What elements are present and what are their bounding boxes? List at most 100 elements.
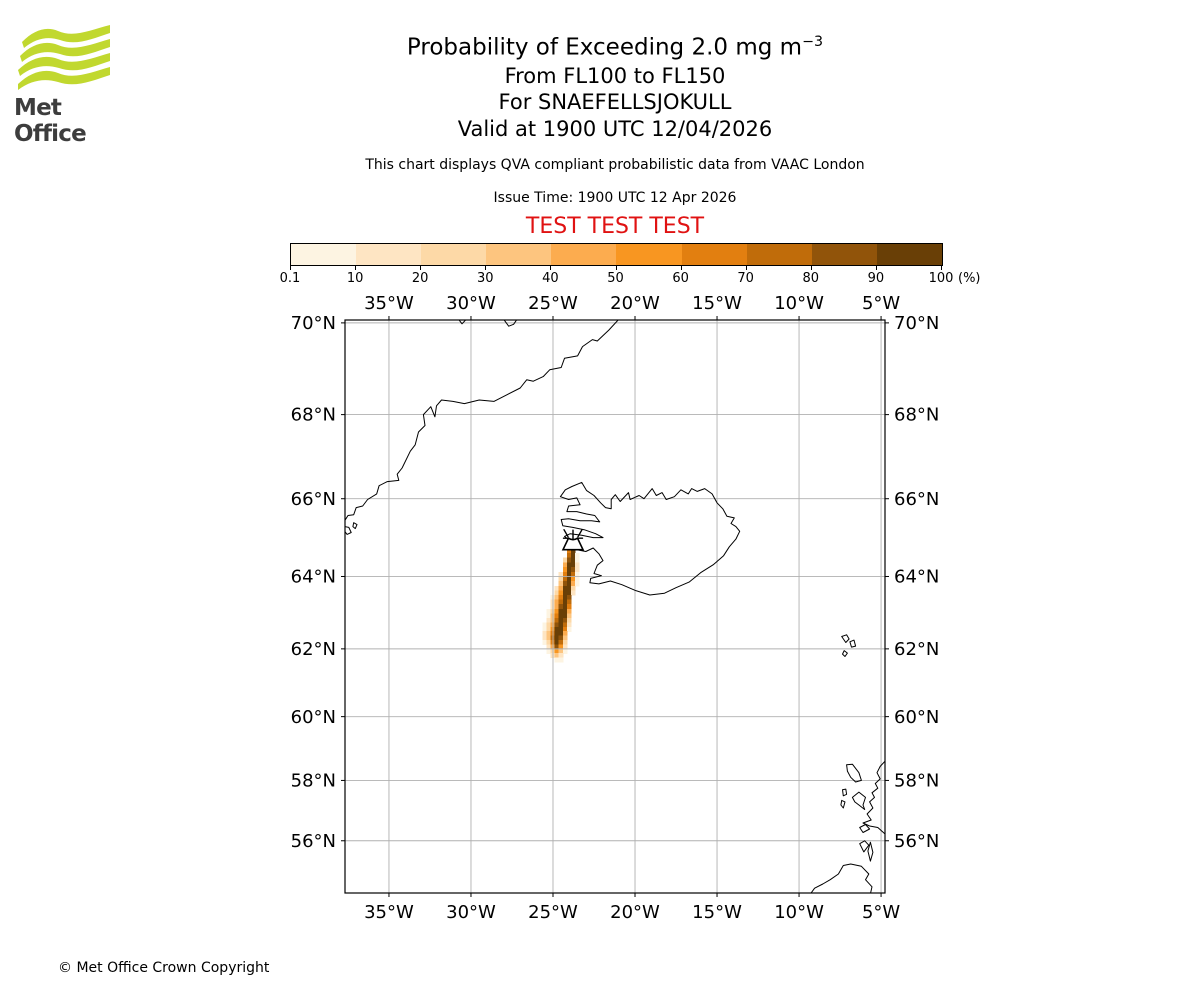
met-office-logo-text: Met Office [14, 95, 87, 147]
colorbar-segment [616, 244, 682, 265]
plume-cell [562, 585, 568, 591]
plume-cell [571, 571, 576, 577]
plume-cell [554, 626, 560, 632]
plume-cell [546, 648, 551, 654]
plume-cell [546, 644, 551, 650]
longitude-label-top: 15°W [692, 293, 742, 314]
plume-cell [566, 557, 572, 563]
met-office-waves-icon [18, 25, 110, 90]
plume-cell [566, 576, 572, 582]
ash-plume-raster [542, 543, 580, 663]
plume-cell [562, 617, 568, 623]
test-banner: TEST TEST TEST [525, 214, 705, 239]
coastline-skye [851, 791, 866, 810]
plume-cell [558, 576, 564, 582]
volcano-eruption-rays [563, 529, 583, 540]
plume-cell [571, 548, 576, 554]
colorbar-tick-label: 0.1 [279, 271, 301, 286]
latitude-label-right: 62°N [894, 639, 939, 660]
plume-cell [562, 635, 568, 641]
plume-cell [571, 576, 576, 582]
chart-title-text: Probability of Exceeding 2.0 mg m [406, 34, 803, 61]
latitude-label-right: 64°N [894, 567, 939, 588]
plume-cell [571, 562, 576, 568]
plume-cell [542, 631, 547, 637]
plume-cell [566, 548, 572, 554]
coastline-iceland [559, 481, 741, 596]
chart-title: Probability of Exceeding 2.0 mg m−3 [15, 27, 1200, 63]
colorbar-tick-label: 30 [477, 271, 494, 286]
plume-cell [554, 648, 560, 654]
plume-cell [558, 599, 564, 605]
plume-cell [566, 626, 572, 632]
colorbar-segment [746, 244, 812, 265]
coastline-greenland-islands [345, 526, 352, 535]
plume-cell [554, 595, 560, 601]
plume-cell [566, 595, 572, 601]
volcano-cone [561, 537, 585, 551]
longitude-label-top: 20°W [610, 293, 660, 314]
plume-cell [575, 571, 580, 577]
plume-cell [558, 613, 564, 619]
coastline-scotland-mainland [862, 760, 885, 835]
plume-cell [554, 635, 560, 641]
plume-cell [554, 599, 560, 605]
longitude-label-bottom: 15°W [692, 902, 742, 923]
plume-cell [558, 653, 564, 658]
plume-cell [558, 595, 564, 601]
latitude-label-right: 66°N [894, 489, 939, 510]
latitude-label-left: 56°N [291, 831, 336, 852]
coastline-greenland-fjord-notch-b [503, 320, 518, 327]
latitude-label-left: 62°N [291, 639, 336, 660]
plume-cell [554, 657, 560, 663]
coastline-uist-islands [840, 799, 846, 809]
colorbar-segment [486, 244, 552, 265]
plume-cell [558, 617, 564, 623]
latitude-label-left: 64°N [291, 567, 336, 588]
longitude-label-bottom: 5°W [862, 902, 900, 923]
colorbar-tick-label: 100 [928, 271, 954, 286]
plume-cell [575, 576, 580, 582]
plume-cell [546, 608, 551, 614]
qva-compliance-note: This chart displays QVA compliant probab… [365, 157, 865, 173]
longitude-label-top: 35°W [364, 293, 414, 314]
plume-cell [558, 626, 564, 632]
colorbar-tick-label: 20 [411, 271, 429, 286]
coastline-greenland-islands [352, 522, 358, 530]
colorbar-tick-label: 90 [867, 271, 885, 286]
coastline-inner-hebrides [859, 840, 870, 853]
plume-cell [562, 613, 568, 619]
plume-cell [562, 631, 568, 637]
colorbar-tick-label: 10 [346, 271, 364, 286]
plume-cell [566, 585, 572, 591]
plume-cell [542, 622, 547, 628]
plume-cell [546, 635, 551, 641]
latitude-label-right: 68°N [894, 405, 939, 426]
coastline-kintyre [867, 841, 874, 862]
coastline-ireland [810, 863, 873, 893]
colorbar-tick [680, 266, 682, 270]
plume-cell [566, 562, 572, 568]
plume-cell [566, 622, 572, 628]
plume-cell [566, 581, 572, 587]
latitude-label-right: 70°N [894, 313, 939, 334]
colorbar-tick [615, 266, 617, 270]
plume-cell [562, 608, 568, 614]
plume-cell [558, 640, 564, 645]
latitude-label-left: 70°N [291, 313, 336, 334]
colorbar-segment [356, 244, 422, 265]
plume-cell [546, 613, 551, 619]
colorbar-tick-label: 40 [542, 271, 559, 286]
plume-cell [566, 571, 572, 577]
coastline-faroe-islands [842, 650, 848, 657]
met-office-logo: Met Office [14, 24, 130, 147]
plume-cell [554, 590, 560, 596]
plume-cell [558, 590, 564, 596]
plume-cell [562, 590, 568, 596]
plume-cell [554, 608, 560, 614]
plume-cell [558, 657, 564, 663]
plume-cell [571, 585, 576, 591]
colorbar-tick [875, 266, 877, 270]
colorbar-tick [290, 266, 291, 270]
colorbar-tick-label: 80 [802, 271, 820, 286]
